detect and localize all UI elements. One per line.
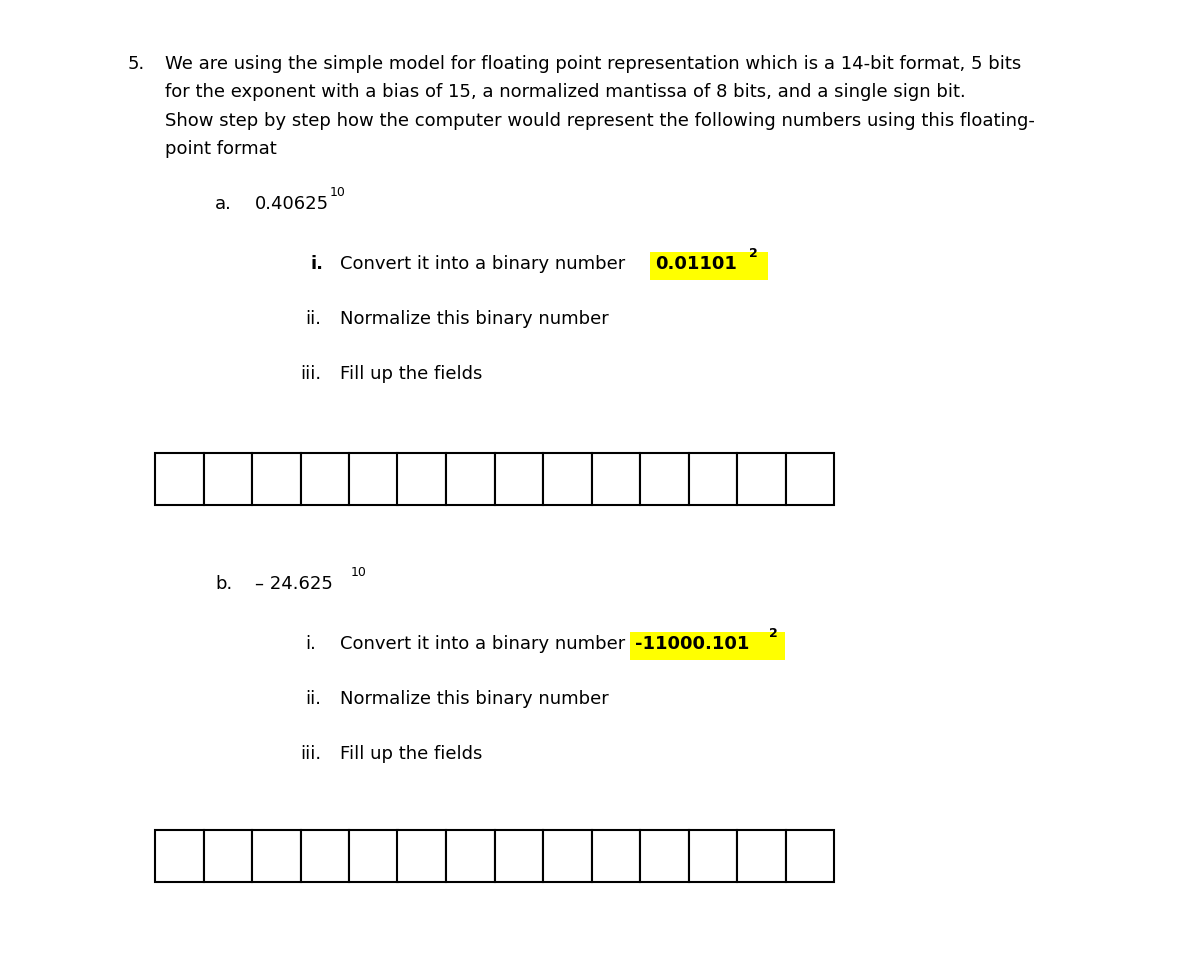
Text: 0.40625: 0.40625: [254, 195, 329, 213]
Text: Convert it into a binary number: Convert it into a binary number: [340, 635, 625, 653]
Text: Normalize this binary number: Normalize this binary number: [340, 690, 608, 708]
Bar: [252, 453, 300, 505]
Text: for the exponent with a bias of 15, a normalized mantissa of 8 bits, and a singl: for the exponent with a bias of 15, a no…: [166, 83, 966, 101]
Bar: [542, 830, 592, 882]
Text: Fill up the fields: Fill up the fields: [340, 365, 482, 383]
Text: Convert it into a binary number: Convert it into a binary number: [340, 255, 625, 273]
Bar: [300, 453, 349, 505]
Text: i.: i.: [305, 635, 316, 653]
Text: Fill up the fields: Fill up the fields: [340, 745, 482, 763]
Text: ii.: ii.: [305, 310, 322, 328]
Bar: [204, 453, 252, 505]
Text: iii.: iii.: [300, 365, 322, 383]
Bar: [640, 453, 689, 505]
Bar: [300, 830, 349, 882]
Text: a.: a.: [215, 195, 232, 213]
Text: Normalize this binary number: Normalize this binary number: [340, 310, 608, 328]
Bar: [397, 830, 446, 882]
Text: 2: 2: [769, 627, 778, 640]
Bar: [786, 453, 834, 505]
Bar: [155, 453, 204, 505]
Bar: [446, 830, 494, 882]
Bar: [446, 453, 494, 505]
Bar: [640, 830, 689, 882]
Text: point format: point format: [166, 140, 277, 158]
Bar: [592, 830, 640, 882]
Text: 5.: 5.: [128, 55, 145, 73]
Text: iii.: iii.: [300, 745, 322, 763]
Text: We are using the simple model for floating point representation which is a 14-bi: We are using the simple model for floati…: [166, 55, 1021, 73]
Text: b.: b.: [215, 575, 233, 593]
Bar: [689, 830, 737, 882]
Bar: [349, 830, 397, 882]
Text: 0.01101: 0.01101: [655, 255, 737, 273]
Bar: [737, 830, 786, 882]
Text: i.: i.: [310, 255, 323, 273]
Text: ii.: ii.: [305, 690, 322, 708]
Text: 10: 10: [330, 186, 346, 199]
Bar: [252, 830, 300, 882]
Bar: [786, 830, 834, 882]
Text: 10: 10: [350, 566, 366, 579]
Bar: [630, 632, 785, 660]
Bar: [155, 830, 204, 882]
Bar: [204, 830, 252, 882]
Bar: [494, 830, 542, 882]
Bar: [592, 453, 640, 505]
Text: 2: 2: [749, 247, 757, 260]
Bar: [397, 453, 446, 505]
Text: Show step by step how the computer would represent the following numbers using t: Show step by step how the computer would…: [166, 112, 1034, 130]
Bar: [349, 453, 397, 505]
Text: – 24.625: – 24.625: [254, 575, 332, 593]
Bar: [737, 453, 786, 505]
Bar: [542, 453, 592, 505]
Text: -11000.101: -11000.101: [635, 635, 749, 653]
Bar: [650, 252, 768, 280]
Bar: [494, 453, 542, 505]
Bar: [689, 453, 737, 505]
